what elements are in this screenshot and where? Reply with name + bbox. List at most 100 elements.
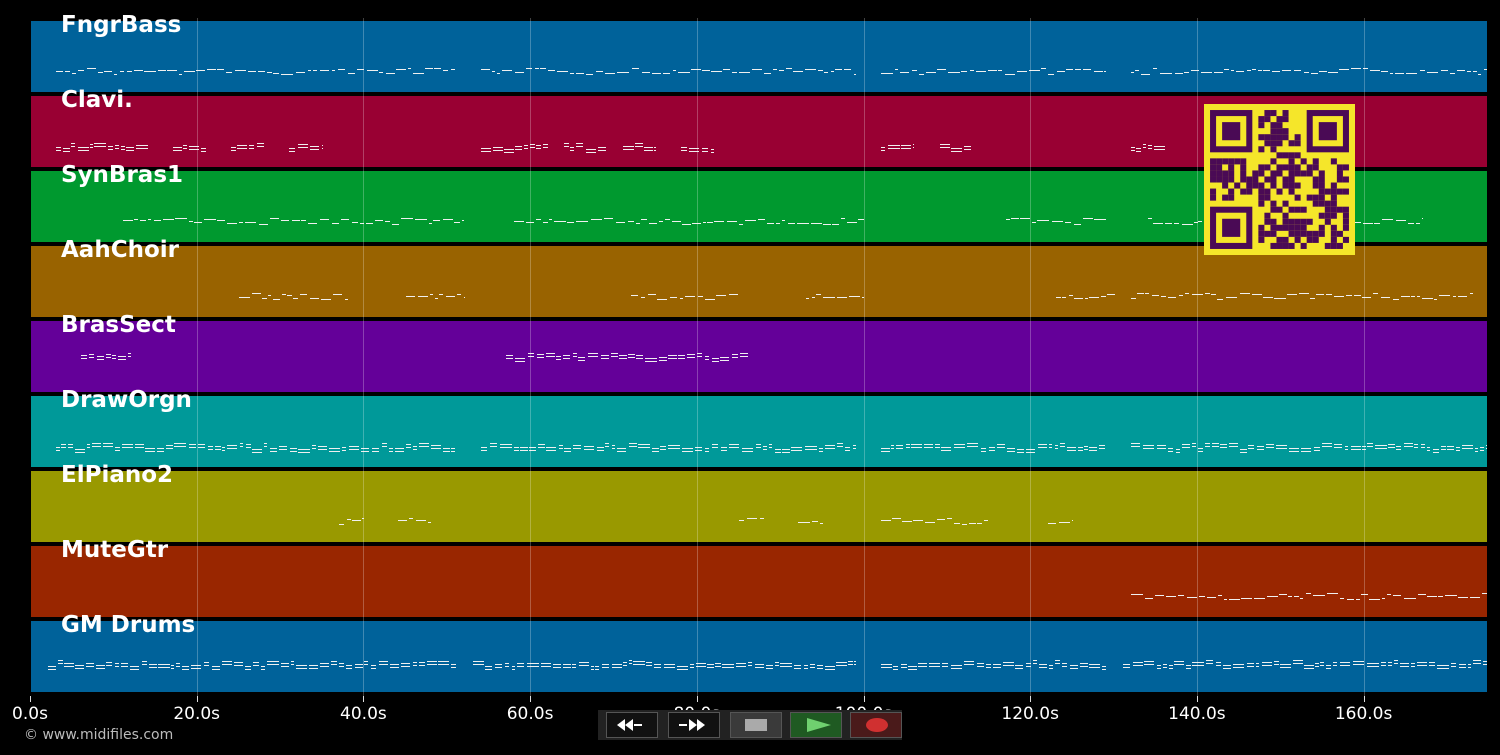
note [351, 222, 358, 223]
note [563, 448, 572, 449]
note [239, 443, 244, 444]
note [1228, 446, 1239, 447]
track-gm-drums[interactable]: GM Drums [30, 612, 1488, 693]
note [964, 146, 972, 147]
note [988, 447, 996, 448]
note [407, 68, 412, 69]
note [1426, 450, 1431, 451]
note [1103, 71, 1107, 72]
note [1322, 443, 1333, 444]
axis-tick-label: 20.0s [173, 704, 221, 724]
note [61, 447, 66, 448]
note [120, 146, 125, 147]
note [845, 450, 850, 451]
track-draworgn[interactable]: DrawOrgn [30, 387, 1488, 468]
note [1142, 147, 1146, 148]
note [1483, 69, 1487, 70]
note [1211, 443, 1219, 444]
note [106, 662, 113, 663]
stop-button[interactable] [730, 712, 782, 738]
note [686, 354, 695, 355]
note [176, 663, 180, 664]
rewind-button[interactable] [606, 712, 658, 738]
note [1350, 446, 1361, 447]
note [1450, 73, 1455, 74]
note [722, 664, 734, 665]
note [287, 295, 292, 296]
note [301, 220, 306, 221]
note [913, 520, 923, 521]
note [1136, 151, 1141, 152]
note [862, 297, 865, 298]
note [1411, 663, 1415, 664]
track-fngrbass[interactable]: FngrBass [30, 12, 1488, 93]
note [1007, 448, 1015, 449]
note [996, 444, 1006, 445]
note [390, 664, 400, 665]
note [1066, 69, 1074, 70]
note [390, 667, 400, 668]
record-button[interactable] [850, 712, 902, 738]
note [1404, 443, 1413, 444]
note [780, 663, 792, 664]
note [1174, 664, 1184, 665]
note [887, 148, 900, 149]
track-mutegtr[interactable]: MuteGtr [30, 537, 1488, 618]
note [432, 220, 440, 221]
note [1399, 663, 1409, 664]
track-aahchoir[interactable]: AahChoir [30, 237, 1488, 318]
note [1002, 665, 1014, 666]
note [1328, 72, 1339, 73]
note [567, 222, 575, 223]
note [1185, 293, 1189, 294]
note [245, 447, 252, 448]
note [385, 73, 395, 74]
track-elpiano2[interactable]: ElPiano2 [30, 462, 1488, 543]
note [134, 219, 139, 220]
note [689, 664, 694, 665]
axis-tick [696, 696, 698, 702]
note [438, 664, 450, 665]
note [356, 69, 365, 70]
note [149, 664, 157, 665]
note [481, 69, 490, 70]
note [94, 146, 107, 147]
fast-forward-button[interactable] [668, 712, 720, 738]
play-button[interactable] [790, 712, 842, 738]
note [1380, 662, 1386, 663]
note [1375, 445, 1387, 446]
note [935, 447, 940, 448]
note [319, 666, 330, 667]
note [221, 664, 233, 665]
note [669, 297, 677, 298]
note [311, 448, 317, 449]
note [1434, 299, 1438, 300]
note [836, 297, 847, 298]
track-brassect[interactable]: BrasSect [30, 312, 1488, 393]
note [1037, 220, 1050, 221]
note [546, 353, 555, 354]
note [941, 447, 952, 448]
note [881, 520, 891, 521]
note [1469, 597, 1480, 598]
note [976, 666, 984, 667]
note [239, 446, 244, 447]
axis-tick [30, 696, 31, 702]
note [67, 447, 73, 448]
note [419, 443, 430, 444]
note [1062, 297, 1067, 298]
note [939, 144, 950, 145]
play-icon [807, 718, 831, 732]
note [1177, 595, 1185, 596]
note [954, 444, 966, 445]
note [1025, 663, 1031, 664]
note [394, 448, 404, 449]
note [308, 223, 318, 224]
note [961, 524, 967, 525]
note [263, 446, 268, 447]
note [590, 219, 602, 220]
note [1315, 663, 1319, 664]
note [397, 520, 408, 521]
note [1367, 446, 1373, 447]
note [1079, 666, 1089, 667]
